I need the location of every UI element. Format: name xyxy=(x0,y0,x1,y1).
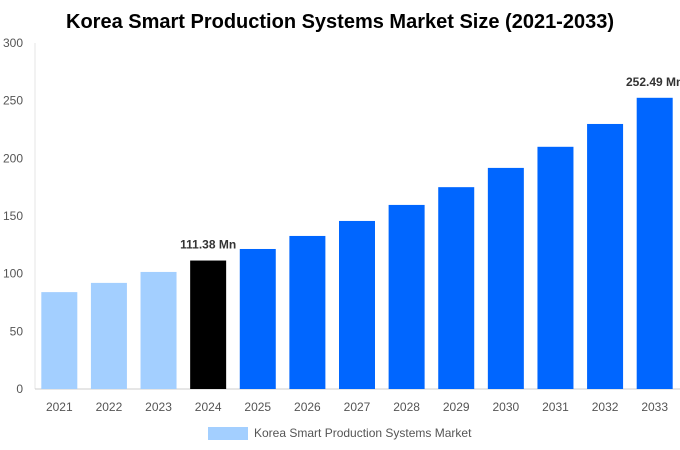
x-tick-label: 2029 xyxy=(443,400,470,414)
x-tick-label: 2027 xyxy=(344,400,371,414)
x-tick-label: 2022 xyxy=(96,400,123,414)
bar-2024 xyxy=(190,260,227,389)
bar-2032 xyxy=(587,123,624,390)
bar-2026 xyxy=(289,235,326,389)
x-tick-label: 2021 xyxy=(46,400,73,414)
chart-title: Korea Smart Production Systems Market Si… xyxy=(66,11,614,33)
y-tick-label: 250 xyxy=(3,94,23,108)
bar-2029 xyxy=(438,187,475,389)
bar-2021 xyxy=(41,292,78,389)
x-tick-label: 2026 xyxy=(294,400,321,414)
legend: Korea Smart Production Systems Market xyxy=(208,426,472,440)
x-tick-label: 2030 xyxy=(492,400,519,414)
y-axis: 0 50 100 150 200 250 300 xyxy=(3,36,36,396)
x-tick-label: 2032 xyxy=(592,400,619,414)
x-tick-label: 2028 xyxy=(393,400,420,414)
y-tick-label: 100 xyxy=(3,267,23,281)
x-tick-label: 2025 xyxy=(244,400,271,414)
y-tick-label: 200 xyxy=(3,151,23,165)
y-tick-label: 0 xyxy=(16,382,23,396)
x-axis: 2021 2022 2023 2024 2025 2026 2027 2028 2029 2030… xyxy=(35,388,680,414)
data-label: 252.49 Mn xyxy=(626,75,680,89)
bar-2028 xyxy=(388,204,425,389)
bar-2023 xyxy=(140,271,177,389)
x-tick-label: 2033 xyxy=(641,400,668,414)
x-tick-label: 2024 xyxy=(195,400,222,414)
data-labels: 111.38 Mn 252.49 Mn xyxy=(180,75,680,252)
y-tick-label: 150 xyxy=(3,209,23,223)
bar-2030 xyxy=(487,167,524,389)
y-tick-label: 50 xyxy=(10,324,24,338)
bar-2033 xyxy=(636,97,673,390)
x-tick-label: 2023 xyxy=(145,400,172,414)
bar-2022 xyxy=(90,282,127,389)
data-label: 111.38 Mn xyxy=(180,238,236,252)
bar-2025 xyxy=(239,248,276,389)
legend-label: Korea Smart Production Systems Market xyxy=(254,426,472,440)
legend-swatch xyxy=(208,427,248,440)
bar-2027 xyxy=(339,220,375,389)
y-tick-label: 300 xyxy=(3,36,23,50)
bar-2031 xyxy=(537,146,574,389)
bars xyxy=(41,97,673,390)
x-tick-label: 2031 xyxy=(542,400,569,414)
